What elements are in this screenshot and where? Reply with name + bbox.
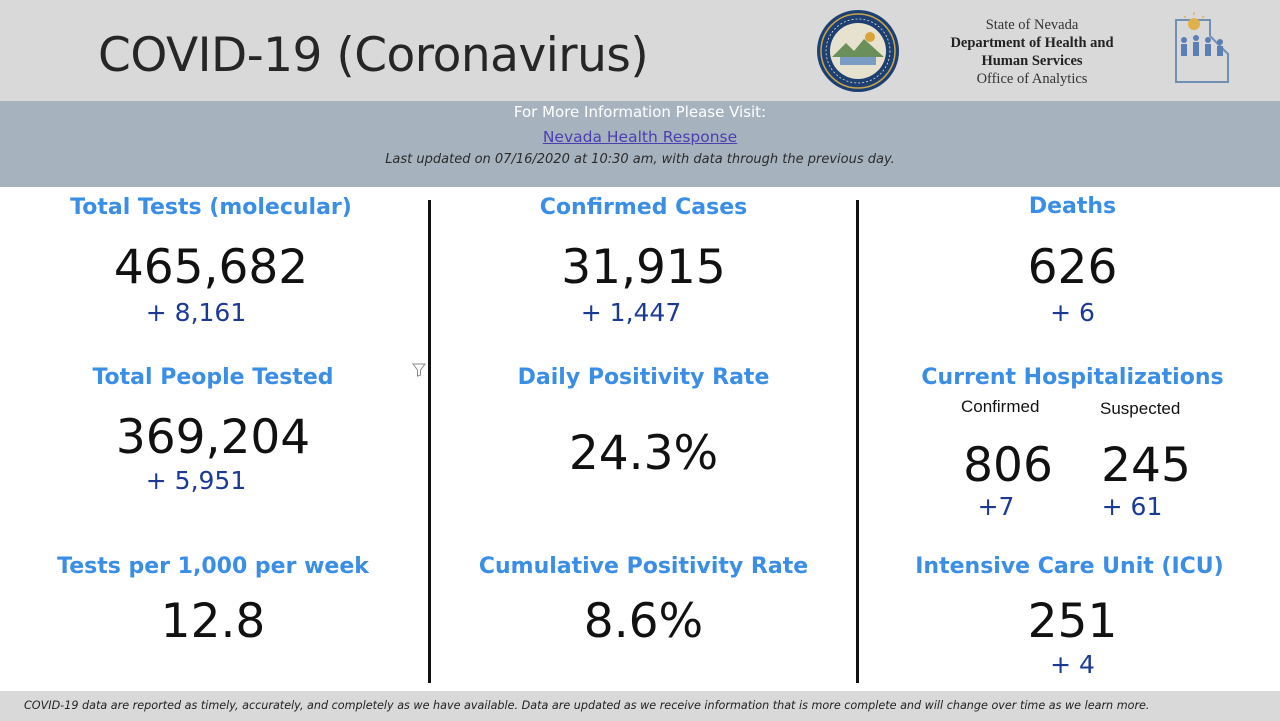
agency-line-1: State of Nevada [985,17,1079,33]
header-bar: COVID-19 (Coronavirus) State of Nevada D… [0,0,1280,101]
hospitalizations-confirmed-delta: +7 [977,492,1015,521]
column-divider-right [856,200,859,683]
tests-per-1000-value: 12.8 [160,594,266,649]
hospitalizations-suspected-label: Suspected [1100,399,1181,418]
total-tests-delta: + 8,161 [145,298,247,327]
total-people-tested-value: 369,204 [115,410,311,465]
footer-bar: COVID-19 data are reported as timely, ac… [0,691,1280,721]
hospitalizations-confirmed-value: 806 [963,438,1053,493]
current-hospitalizations-label: Current Hospitalizations [921,365,1224,390]
total-tests-value: 465,682 [113,240,309,295]
confirmed-cases-label: Confirmed Cases [539,195,748,220]
agency-line-2: Department of Health and [950,35,1114,51]
footer-note: COVID-19 data are reported as timely, ac… [24,699,1150,712]
confirmed-cases-value: 31,915 [561,240,726,295]
hospitalizations-suspected-delta: + 61 [1101,492,1163,521]
info-bar: For More Information Please Visit: Nevad… [0,101,1280,187]
icu-label: Intensive Care Unit (ICU) [915,554,1224,579]
icu-value: 251 [1027,594,1118,649]
tests-per-1000-label: Tests per 1,000 per week [57,554,369,579]
total-tests-label: Total Tests (molecular) [70,195,352,220]
page-title: COVID-19 (Coronavirus) [98,28,649,83]
nevada-health-response-link[interactable]: Nevada Health Response [542,128,738,146]
daily-positivity-value: 24.3% [568,426,719,481]
info-heading: For More Information Please Visit: [513,103,767,121]
deaths-label: Deaths [1028,194,1117,219]
total-people-tested-delta: + 5,951 [145,466,247,495]
deaths-delta: + 6 [1050,298,1095,327]
filter-icon[interactable] [412,363,426,377]
confirmed-cases-delta: + 1,447 [580,298,682,327]
daily-positivity-label: Daily Positivity Rate [517,365,770,390]
agency-line-3: Human Services [981,53,1083,69]
nevada-state-seal-icon [817,10,899,92]
hospitalizations-suspected-value: 245 [1101,438,1191,493]
dhhs-logo-icon [1175,12,1229,83]
hospitalizations-confirmed-label: Confirmed [961,397,1040,416]
icu-delta: + 4 [1050,650,1095,679]
agency-name: State of Nevada Department of Health and… [932,16,1132,88]
column-divider-left [428,200,431,683]
total-people-tested-label: Total People Tested [92,365,334,390]
deaths-value: 626 [1027,240,1118,295]
agency-line-4: Office of Analytics [976,71,1088,87]
last-updated-text: Last updated on 07/16/2020 at 10:30 am, … [385,152,895,167]
cumulative-positivity-label: Cumulative Positivity Rate [478,554,809,579]
cumulative-positivity-value: 8.6% [583,594,704,649]
